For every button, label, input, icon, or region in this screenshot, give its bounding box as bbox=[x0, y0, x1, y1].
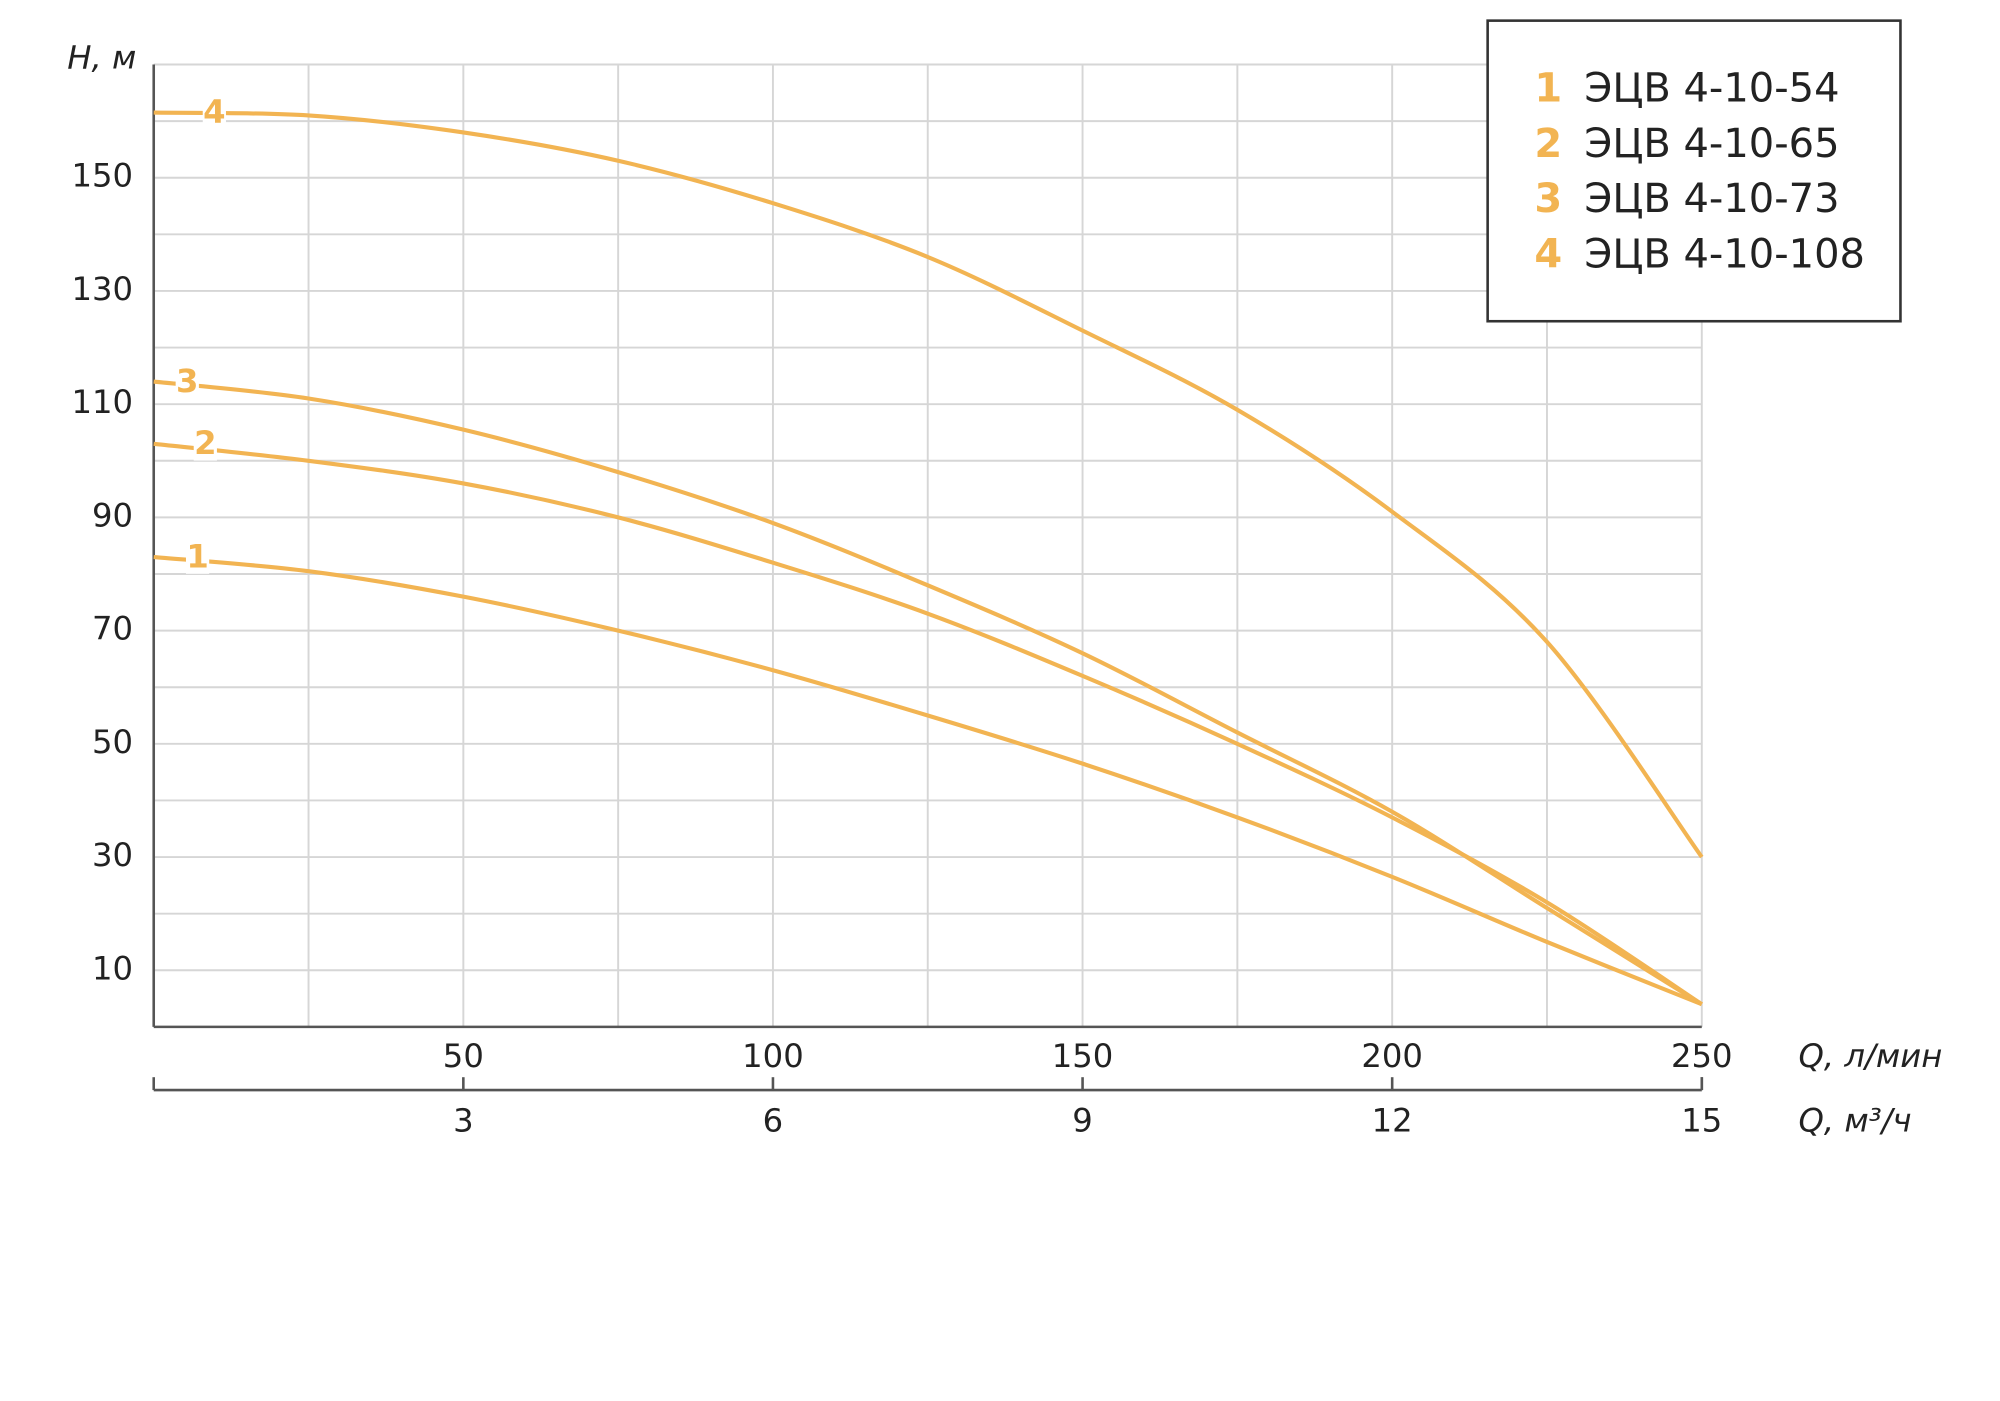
y-tick-label: 70 bbox=[92, 610, 133, 648]
y-tick-label: 130 bbox=[72, 270, 134, 308]
y-tick-label: 90 bbox=[92, 496, 133, 534]
curve-label: 4 bbox=[203, 93, 225, 131]
curve-label-bg bbox=[175, 364, 199, 399]
legend-number: 4 bbox=[1534, 232, 1562, 278]
y-tick-label: 30 bbox=[92, 836, 133, 874]
y-tick-label: 110 bbox=[72, 383, 134, 421]
curve-label-bg bbox=[185, 540, 210, 574]
curve-label: 1 bbox=[186, 537, 208, 575]
y-axis-label: H, м bbox=[67, 38, 136, 76]
curve bbox=[153, 110, 1704, 859]
legend-label: ЭЦВ 4-10-73 bbox=[1584, 176, 1839, 222]
x-tick-label: 100 bbox=[742, 1037, 804, 1075]
x-tick-label: 50 bbox=[443, 1037, 484, 1075]
legend-number: 1 bbox=[1534, 65, 1562, 111]
curve bbox=[153, 379, 1703, 1006]
curve-label-bg bbox=[202, 95, 226, 130]
legend-box bbox=[1486, 19, 1902, 323]
curve bbox=[153, 554, 1703, 1007]
x-tick-label: 200 bbox=[1361, 1037, 1423, 1075]
curve-label: 2 bbox=[194, 424, 216, 462]
legend-label: ЭЦВ 4-10-54 bbox=[1584, 65, 1839, 111]
legend-label: ЭЦВ 4-10-65 bbox=[1584, 121, 1839, 167]
x-tick-label: 150 bbox=[1052, 1037, 1114, 1075]
x2-axis-label: Q, м³/ч bbox=[1799, 1101, 1912, 1139]
y-tick-label: 150 bbox=[72, 157, 134, 195]
y-tick-label: 50 bbox=[92, 723, 133, 761]
legend-label: ЭЦВ 4-10-108 bbox=[1584, 232, 1865, 278]
curve-label: 3 bbox=[176, 362, 198, 400]
legend-number: 2 bbox=[1534, 121, 1562, 167]
curve-label-bg bbox=[193, 427, 217, 461]
x2-tick-label: 12 bbox=[1372, 1101, 1413, 1139]
y-tick-label: 10 bbox=[92, 949, 133, 987]
x2-tick-label: 9 bbox=[1072, 1101, 1093, 1139]
x2-tick-label: 6 bbox=[763, 1101, 784, 1139]
x2-tick-label: 15 bbox=[1681, 1101, 1722, 1139]
x-axis-label: Q, л/мин bbox=[1799, 1037, 1943, 1075]
x2-tick-label: 3 bbox=[453, 1101, 474, 1139]
x-tick-label: 250 bbox=[1671, 1037, 1733, 1075]
legend-number: 3 bbox=[1534, 176, 1562, 222]
